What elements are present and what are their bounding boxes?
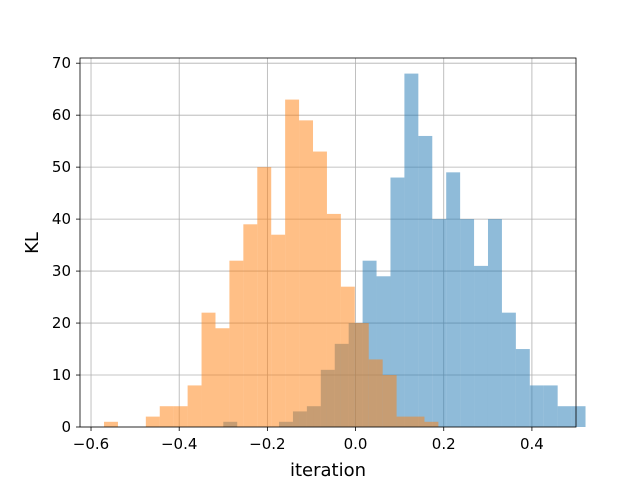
histogram-bar-series-1 (404, 73, 419, 427)
y-tick-label: 30 (52, 262, 71, 280)
histogram-bar-series-2 (313, 151, 327, 427)
histogram-bar-series-1 (432, 219, 447, 427)
x-tick-label: −0.4 (161, 435, 197, 453)
bars-layer (104, 73, 586, 428)
histogram-bar-series-2 (229, 260, 244, 427)
histogram-bar-series-1 (571, 406, 586, 427)
histogram-bar-series-2 (299, 120, 314, 427)
histogram-bar-series-2 (382, 375, 397, 427)
histogram-bar-series-1 (543, 385, 558, 427)
y-tick-label: 60 (52, 106, 71, 124)
histogram-bar-series-1 (501, 312, 516, 427)
plot-frame (79, 57, 577, 428)
histogram-bar-series-2 (326, 213, 341, 427)
y-tick-label: 10 (52, 366, 71, 384)
x-tick-label: −0.6 (73, 435, 109, 453)
histogram-bar-series-2 (145, 416, 160, 427)
histogram-bar-series-2 (424, 421, 439, 427)
histogram-bar-series-1 (474, 265, 488, 427)
histogram-bar-series-2 (201, 312, 216, 427)
x-axis-label: iteration (290, 460, 366, 480)
histogram-bar-series-2 (285, 99, 300, 428)
histogram-bar-series-1 (557, 406, 572, 427)
histogram-bar-series-2 (215, 328, 230, 427)
y-tick-label: 70 (52, 54, 71, 72)
x-tick-label: −0.2 (249, 435, 285, 453)
histogram-bar-series-1 (418, 135, 433, 427)
x-tick-label: 0.2 (432, 435, 456, 453)
histogram-bar-series-2 (243, 224, 258, 427)
histogram-bar-series-2 (173, 406, 188, 427)
histogram-bar-series-2 (368, 359, 383, 427)
histogram-bar-series-2 (187, 385, 202, 427)
histogram-bar-series-1 (515, 349, 530, 427)
histogram-bar-series-2 (396, 416, 411, 427)
histogram-bar-series-1 (529, 385, 544, 427)
histogram-bar-series-1 (487, 219, 502, 427)
y-tick-label: 40 (52, 210, 71, 228)
histogram-bar-series-1 (460, 219, 475, 427)
x-tick-label: 0.4 (520, 435, 544, 453)
histogram-bar-series-2 (257, 167, 272, 427)
x-tick-label: 0.0 (344, 435, 368, 453)
histogram-bar-series-2 (354, 323, 369, 427)
histogram-bar-series-2 (340, 286, 355, 427)
histogram-bar-series-1 (446, 172, 461, 427)
histogram-bar-series-2 (271, 234, 286, 427)
ticks-layer: −0.6 −0.4 −0.2 0.0 0.2 0.4 0 10 20 30 40 50 60 70 (52, 54, 544, 453)
histogram-bar-series-2 (159, 406, 174, 427)
histogram-bar-series-2 (410, 416, 425, 427)
histogram-bar-series-2 (104, 421, 118, 427)
histogram-bar-series-1 (390, 177, 405, 427)
y-tick-label: 20 (52, 314, 71, 332)
y-tick-label: 0 (61, 418, 71, 436)
y-axis-label: KL (22, 232, 43, 254)
y-tick-label: 50 (52, 158, 71, 176)
